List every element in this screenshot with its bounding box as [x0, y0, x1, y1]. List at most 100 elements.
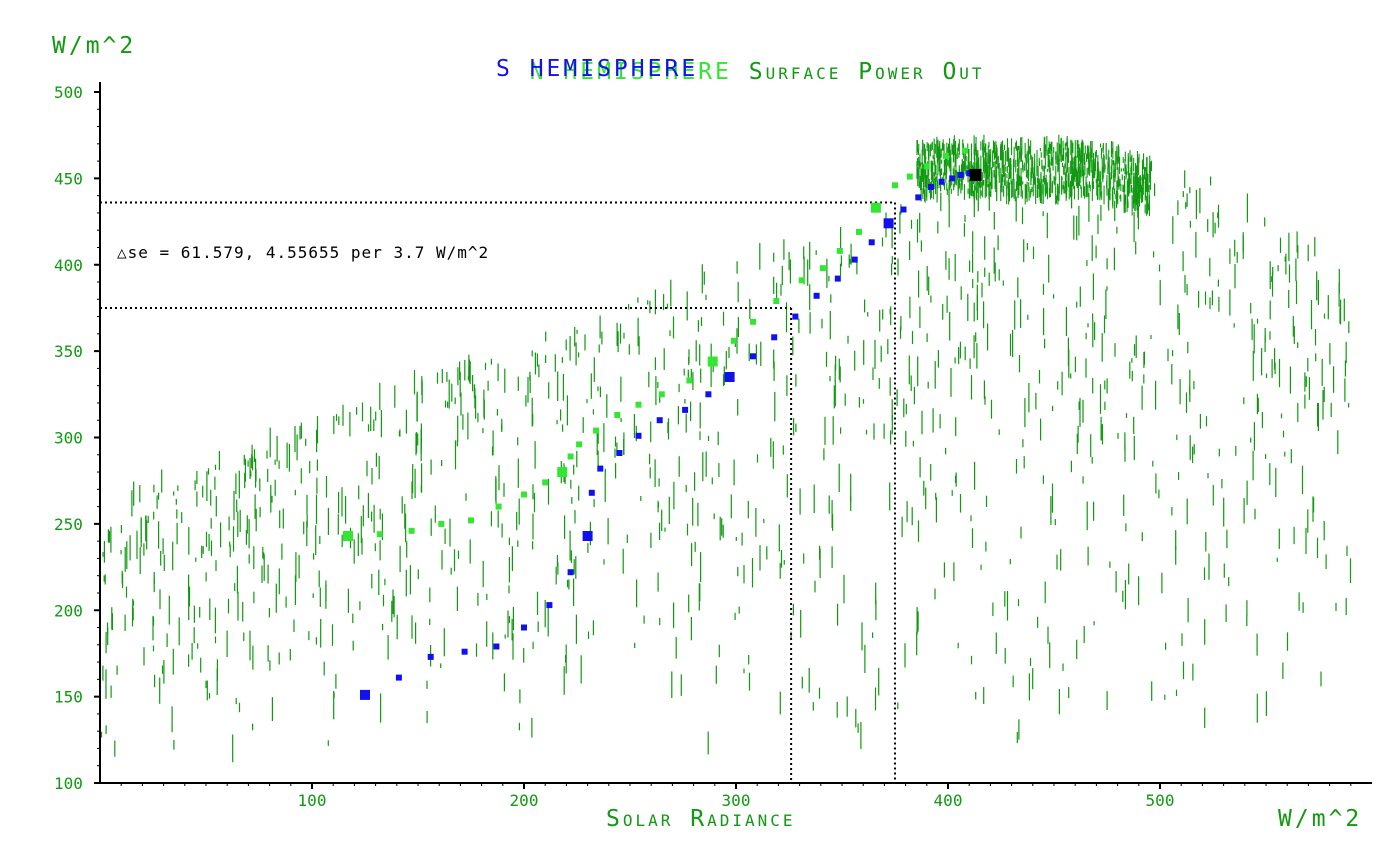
scatter-streak [711, 477, 713, 485]
scatter-streak [1145, 195, 1147, 216]
scatter-streak [411, 481, 413, 499]
scatter-streak [1056, 554, 1058, 570]
scatter-streak [1029, 658, 1032, 666]
scatter-streak [399, 429, 401, 437]
scatter-streak [1062, 663, 1064, 671]
scatter-streak [993, 161, 995, 167]
scatter-streak [288, 443, 290, 472]
scatter-streak [1084, 145, 1086, 155]
scatter-streak [1101, 157, 1103, 174]
scatter-streak [927, 161, 929, 165]
scatter-streak [1307, 509, 1309, 533]
scatter-streak [836, 701, 838, 718]
scatter-streak [949, 180, 951, 190]
scatter-streak [512, 606, 514, 631]
scatter-streak [1214, 222, 1216, 234]
scatter-streak [1014, 300, 1016, 330]
scatter-streak [1158, 264, 1161, 272]
scatter-streak [562, 373, 564, 401]
scatter-streak [306, 520, 308, 546]
scatter-streak [1125, 413, 1128, 418]
scatter-streak [703, 271, 705, 285]
scatter-streak [1062, 140, 1064, 159]
scatter-streak [1065, 306, 1067, 336]
scatter-streak [534, 441, 536, 469]
scatter-streak [654, 357, 656, 370]
scatter-streak [1165, 642, 1167, 650]
scatter-streak [1045, 144, 1047, 151]
scatter-streak [1133, 416, 1135, 435]
scatter-streak [932, 155, 934, 159]
scatter-streak [918, 270, 920, 298]
scatter-streak [1184, 170, 1186, 188]
scatter-streak [700, 552, 702, 582]
scatter-streak [171, 706, 173, 733]
scatter-streak [637, 317, 639, 347]
background-scatter [100, 134, 1352, 763]
scatter-streak [375, 411, 377, 421]
scatter-streak [1088, 192, 1090, 222]
scatter-streak [818, 687, 821, 699]
scatter-streak [1082, 476, 1084, 484]
scatter-streak [657, 572, 659, 592]
scatter-streak [447, 401, 449, 408]
scatter-streak [233, 490, 235, 521]
s-hemisphere-point [792, 313, 799, 320]
scatter-streak [331, 624, 334, 646]
scatter-streak [1199, 188, 1201, 214]
scatter-streak [597, 432, 599, 444]
scatter-streak [1020, 526, 1022, 539]
scatter-streak [1049, 642, 1051, 669]
scatter-streak [873, 423, 875, 440]
scatter-streak [1104, 167, 1106, 173]
scatter-streak [640, 496, 642, 501]
scatter-streak [897, 258, 899, 276]
scatter-streak [916, 631, 918, 656]
scatter-streak [741, 532, 743, 546]
scatter-streak [964, 148, 966, 163]
scatter-streak [941, 168, 943, 175]
scatter-streak [216, 668, 218, 696]
x-tick-label: 100 [298, 791, 327, 810]
scatter-streak [993, 142, 995, 160]
scatter-streak [434, 505, 436, 523]
scatter-streak [940, 192, 942, 212]
scatter-streak [1348, 321, 1350, 334]
scatter-streak [207, 468, 210, 475]
scatter-streak [1074, 140, 1076, 157]
scatter-streak [1011, 181, 1013, 199]
scatter-streak [1072, 157, 1074, 166]
scatter-streak [1340, 299, 1342, 325]
scatter-streak [1080, 142, 1082, 163]
s-hemisphere-point [493, 643, 500, 650]
scatter-streak [950, 157, 952, 178]
scatter-streak [102, 552, 104, 557]
scatter-streak [1143, 153, 1145, 170]
scatter-streak [800, 609, 802, 638]
scatter-streak [986, 152, 988, 167]
scatter-streak [548, 382, 550, 399]
scatter-streak [1178, 313, 1180, 335]
scatter-streak [1257, 397, 1259, 413]
scatter-streak [678, 456, 680, 477]
scatter-streak [1011, 138, 1013, 156]
scatter-streak [1076, 140, 1078, 158]
scatter-streak [939, 143, 941, 159]
scatter-streak [267, 564, 269, 584]
scatter-streak [206, 680, 208, 701]
scatter-streak [1095, 151, 1097, 172]
scatter-streak [1265, 454, 1267, 459]
scatter-streak [913, 386, 915, 405]
y-tick-label: 450 [54, 169, 83, 188]
scatter-streak [132, 608, 134, 621]
scatter-streak [976, 179, 978, 193]
scatter-streak [1211, 290, 1213, 306]
scatter-streak [940, 185, 942, 192]
scatter-streak [606, 394, 608, 418]
scatter-streak [833, 385, 835, 409]
scatter-streak [617, 331, 619, 353]
scatter-streak [953, 139, 955, 156]
scatter-streak [1116, 195, 1118, 201]
scatter-streak [105, 725, 107, 734]
scatter-streak [459, 371, 461, 397]
